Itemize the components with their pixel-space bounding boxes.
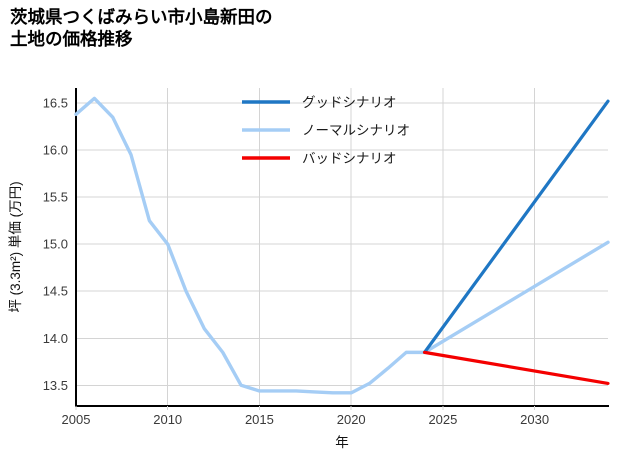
legend-label: ノーマルシナリオ [302, 123, 410, 138]
x-tick-label: 2020 [337, 412, 366, 427]
y-tick-label: 14.0 [43, 331, 68, 346]
chart-title: 茨城県つくばみらい市小島新田の 土地の価格推移 [10, 7, 273, 50]
x-tick-label: 2010 [153, 412, 182, 427]
x-tick-label: 2005 [62, 412, 91, 427]
x-axis-title: 年 [335, 435, 349, 450]
y-gridlines [76, 102, 608, 386]
y-axis-title: 坪 (3.3m²) 単価 (万円) [8, 181, 23, 312]
x-tick-label: 2015 [245, 412, 274, 427]
y-tick-label: 14.5 [43, 284, 68, 299]
y-tick-label: 16.0 [43, 143, 68, 158]
series-lines [74, 96, 610, 395]
series-line-normal [74, 96, 610, 395]
axis-spines [74, 88, 609, 408]
x-tick-marks [75, 406, 536, 410]
legend-label: バッドシナリオ [302, 151, 397, 166]
y-tick-label: 13.5 [43, 378, 68, 393]
y-tick-label: 15.5 [43, 190, 68, 205]
series-line-bad [422, 350, 610, 386]
x-tick-labels: 2005 2010 2015 2020 2025 2030 [62, 412, 550, 427]
x-tick-label: 2030 [520, 412, 549, 427]
series-line-good [422, 99, 610, 354]
x-gridlines [167, 88, 536, 406]
y-tick-label: 15.0 [43, 237, 68, 252]
y-tick-labels: 13.5 14.0 14.5 15.0 15.5 16.0 16.5 [43, 96, 68, 393]
legend-label: グッドシナリオ [302, 95, 397, 110]
x-tick-label: 2025 [428, 412, 457, 427]
y-tick-label: 16.5 [43, 96, 68, 111]
